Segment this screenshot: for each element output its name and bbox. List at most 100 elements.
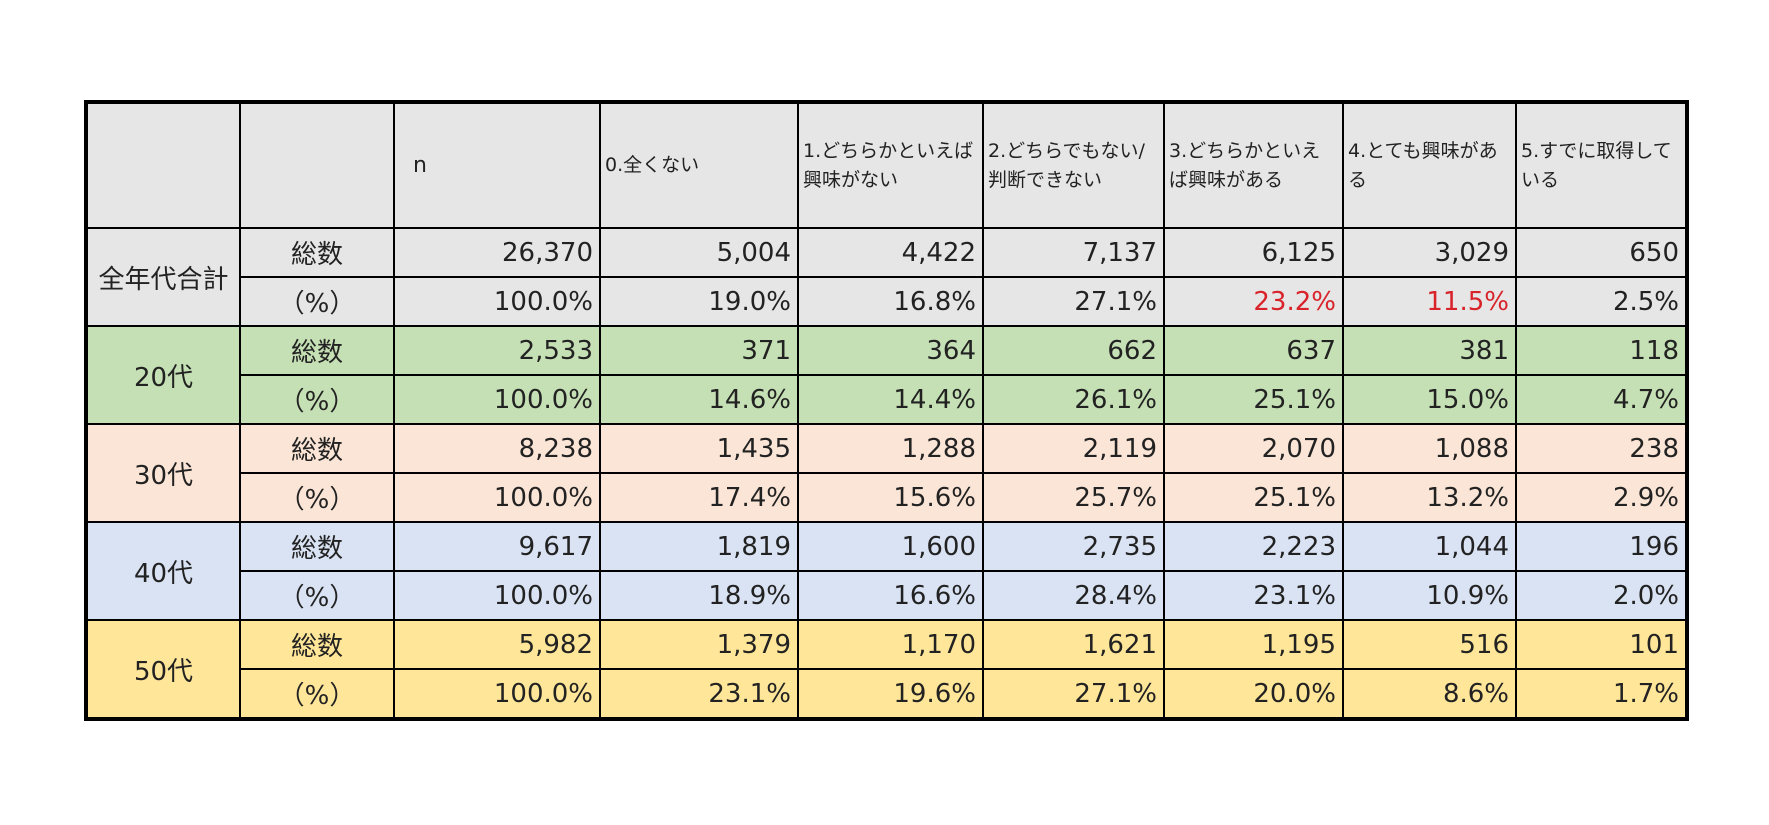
column-header-very-interested: 4.とても興味がある: [1342, 101, 1517, 229]
table-row: 20代 総数 2,533 371 364 662 637 381 118: [85, 325, 1688, 425]
metric-label: （%）: [239, 276, 395, 327]
column-header-somewhat-interested: 3.どちらかといえば興味がある: [1163, 101, 1344, 229]
table-row: （%） 100.0% 18.9% 16.6% 28.4% 23.1% 10.9%…: [86, 570, 1688, 621]
table-cell: 16.8%: [797, 276, 984, 327]
table-cell: 364: [797, 325, 984, 376]
group-label: 50代: [85, 619, 241, 720]
table-cell: 381: [1342, 325, 1517, 376]
table-cell: 3,029: [1342, 227, 1517, 278]
table-cell: 118: [1515, 325, 1688, 376]
table-cell: 637: [1163, 325, 1344, 376]
table-cell: 19.6%: [797, 668, 984, 720]
table-cell: 16.6%: [797, 570, 984, 621]
table-cell: 15.0%: [1342, 374, 1517, 425]
table-cell: 1,195: [1163, 619, 1344, 670]
table-cell: 2.5%: [1515, 276, 1688, 327]
table-cell: 2,070: [1163, 423, 1344, 474]
table-cell: 371: [599, 325, 799, 376]
table-cell: 1,819: [599, 521, 799, 572]
table-cell: 19.0%: [599, 276, 799, 327]
table-cell: 10.9%: [1342, 570, 1517, 621]
table-cell: 7,137: [982, 227, 1165, 278]
header-corner-metric: [239, 101, 395, 229]
metric-label: 総数: [239, 325, 395, 376]
table-cell: 20.0%: [1163, 668, 1344, 720]
metric-label: （%）: [239, 570, 395, 621]
metric-label: 総数: [239, 619, 395, 670]
table-cell: 13.2%: [1342, 472, 1517, 523]
table-row: （%） 100.0% 14.6% 14.4% 26.1% 25.1% 15.0%…: [86, 374, 1688, 425]
table-cell: 25.1%: [1163, 374, 1344, 425]
table-cell: 5,004: [599, 227, 799, 278]
table-cell: 1,435: [599, 423, 799, 474]
column-header-already-acquired: 5.すでに取得している: [1515, 101, 1688, 229]
table-cell: 17.4%: [599, 472, 799, 523]
column-header-none: 0.全くない: [599, 101, 799, 229]
metric-label: 総数: [239, 521, 395, 572]
table-cell: 27.1%: [982, 668, 1165, 720]
table-cell: 26,370: [393, 227, 601, 278]
metric-label: 総数: [239, 423, 395, 474]
group-label: 40代: [85, 521, 241, 621]
table-cell: 15.6%: [797, 472, 984, 523]
table-cell: 662: [982, 325, 1165, 376]
table-cell: 23.1%: [599, 668, 799, 720]
table-cell: 100.0%: [393, 374, 601, 425]
table-cell: 238: [1515, 423, 1688, 474]
column-header-n: n: [393, 101, 601, 229]
survey-table: n 0.全くない 1.どちらかといえば興味がない 2.どちらでもない/判断できな…: [84, 100, 1689, 721]
table-cell: 18.9%: [599, 570, 799, 621]
table-cell: 6,125: [1163, 227, 1344, 278]
table-cell: 2,119: [982, 423, 1165, 474]
table-cell: 1,088: [1342, 423, 1517, 474]
highlighted-cell: 11.5%: [1342, 276, 1517, 327]
table-cell: 1,288: [797, 423, 984, 474]
column-header-somewhat-uninterested: 1.どちらかといえば興味がない: [797, 101, 984, 229]
table-cell: 9,617: [393, 521, 601, 572]
group-label: 20代: [85, 325, 241, 425]
metric-label: （%）: [239, 374, 395, 425]
header-row: n 0.全くない 1.どちらかといえば興味がない 2.どちらでもない/判断できな…: [85, 101, 1688, 229]
table-row: 30代 総数 8,238 1,435 1,288 2,119 2,070 1,0…: [85, 423, 1688, 523]
table-cell: 4,422: [797, 227, 984, 278]
table-cell: 516: [1342, 619, 1517, 670]
column-header-neutral: 2.どちらでもない/判断できない: [982, 101, 1165, 229]
table-cell: 100.0%: [393, 668, 601, 720]
table-cell: 2,735: [982, 521, 1165, 572]
highlighted-cell: 23.2%: [1163, 276, 1344, 327]
table-cell: 27.1%: [982, 276, 1165, 327]
table-row: 全年代合計 総数 26,370 5,004 4,422 7,137 6,125 …: [85, 227, 1688, 327]
table-cell: 28.4%: [982, 570, 1165, 621]
table-cell: 2,533: [393, 325, 601, 376]
header-corner-group: [85, 101, 241, 229]
metric-label: 総数: [239, 227, 395, 278]
table-cell: 650: [1515, 227, 1688, 278]
table-cell: 2.0%: [1515, 570, 1688, 621]
table-cell: 101: [1515, 619, 1688, 670]
survey-table-container: n 0.全くない 1.どちらかといえば興味がない 2.どちらでもない/判断できな…: [84, 100, 1689, 721]
table-row: （%） 100.0% 19.0% 16.8% 27.1% 23.2% 11.5%…: [86, 276, 1688, 327]
table-cell: 100.0%: [393, 570, 601, 621]
table-cell: 26.1%: [982, 374, 1165, 425]
table-cell: 14.6%: [599, 374, 799, 425]
table-cell: 5,982: [393, 619, 601, 670]
table-cell: 4.7%: [1515, 374, 1688, 425]
table-row: （%） 100.0% 23.1% 19.6% 27.1% 20.0% 8.6% …: [86, 668, 1688, 720]
table-cell: 100.0%: [393, 276, 601, 327]
table-cell: 196: [1515, 521, 1688, 572]
metric-label: （%）: [239, 668, 395, 720]
table-cell: 1,379: [599, 619, 799, 670]
table-cell: 1,621: [982, 619, 1165, 670]
group-label: 全年代合計: [85, 227, 241, 327]
table-cell: 2.9%: [1515, 472, 1688, 523]
table-cell: 25.1%: [1163, 472, 1344, 523]
table-row: 40代 総数 9,617 1,819 1,600 2,735 2,223 1,0…: [85, 521, 1688, 621]
table-cell: 1.7%: [1515, 668, 1688, 720]
table-cell: 23.1%: [1163, 570, 1344, 621]
table-cell: 14.4%: [797, 374, 984, 425]
metric-label: （%）: [239, 472, 395, 523]
table-cell: 8.6%: [1342, 668, 1517, 720]
table-cell: 2,223: [1163, 521, 1344, 572]
table-cell: 1,044: [1342, 521, 1517, 572]
table-cell: 100.0%: [393, 472, 601, 523]
